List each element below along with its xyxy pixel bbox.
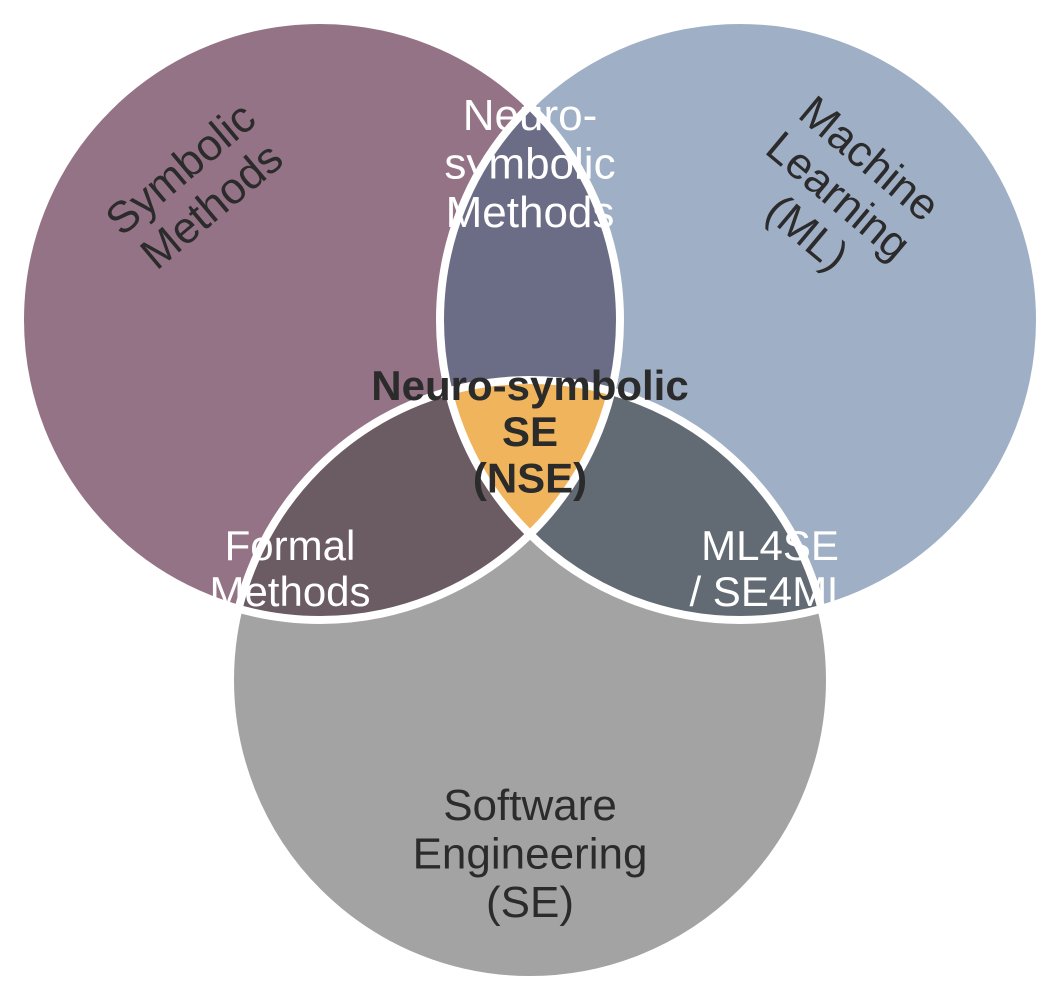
svg-text:ML4SE/ SE4ML: ML4SE/ SE4ML xyxy=(689,522,850,615)
svg-text:Neuro-symbolicMethods: Neuro-symbolicMethods xyxy=(444,91,615,237)
svg-text:FormalMethods: FormalMethods xyxy=(209,522,370,615)
label-formal-methods: FormalMethods xyxy=(209,522,370,615)
label-neuro-symbolic-methods: Neuro-symbolicMethods xyxy=(444,91,615,237)
label-ml4se-se4ml: ML4SE/ SE4ML xyxy=(689,522,850,615)
venn-diagram: SymbolicMethods MachineLearning(ML) Soft… xyxy=(0,0,1060,999)
